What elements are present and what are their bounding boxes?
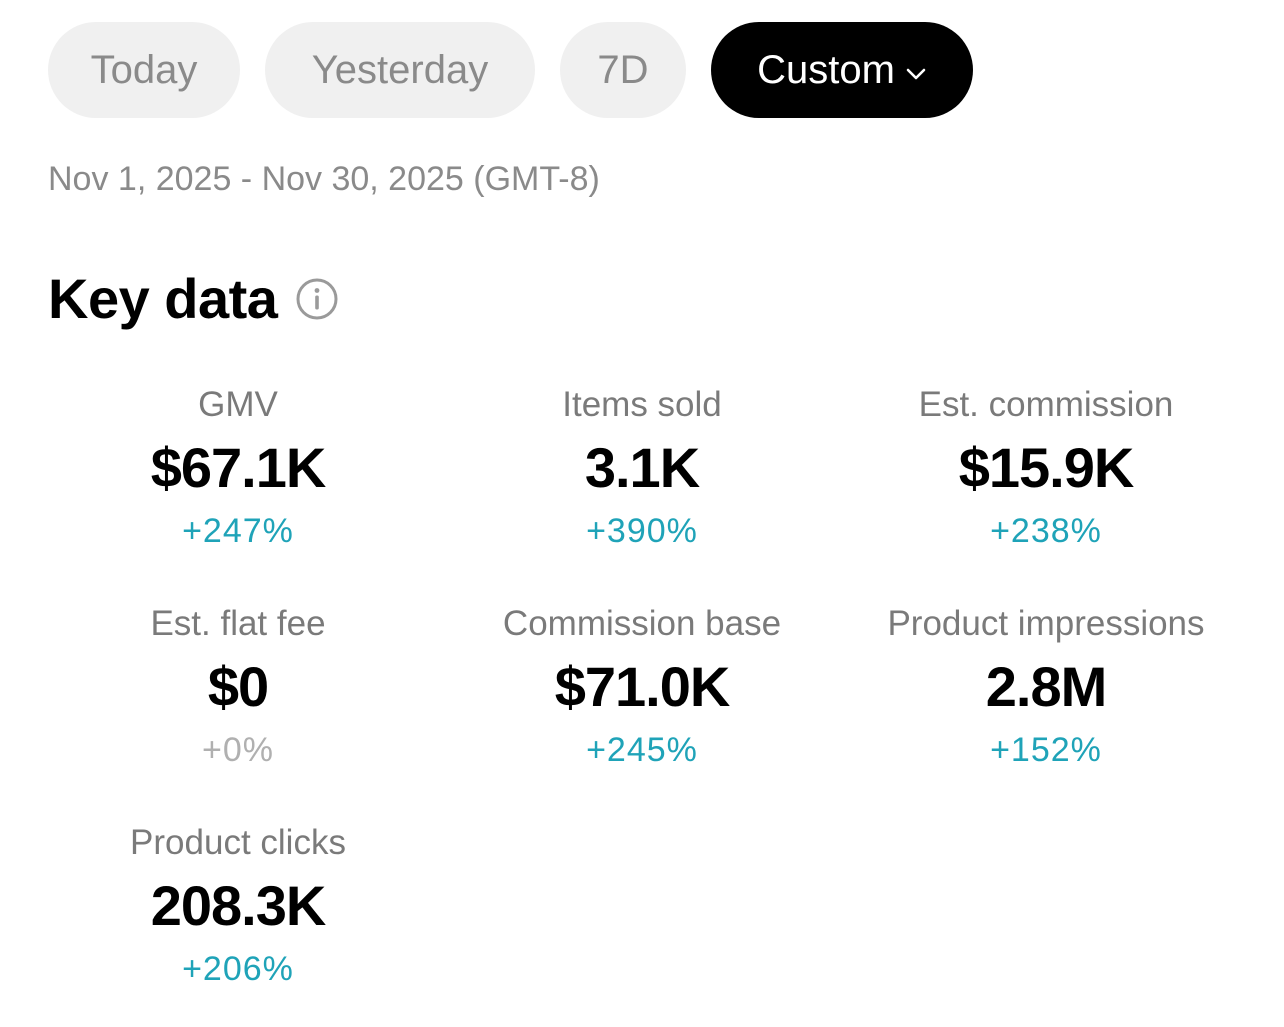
metric-label: Items sold <box>562 385 722 424</box>
metric-commission-base[interactable]: Commission base $71.0K +245% <box>440 604 844 770</box>
metric-label: Est. flat fee <box>150 604 326 643</box>
metric-items-sold[interactable]: Items sold 3.1K +390% <box>440 385 844 551</box>
metric-product-impressions[interactable]: Product impressions 2.8M +152% <box>844 604 1248 770</box>
metric-value: $71.0K <box>554 655 731 718</box>
tab-yesterday[interactable]: Yesterday <box>265 22 535 118</box>
tab-custom[interactable]: Custom <box>711 22 973 118</box>
metric-label: Product impressions <box>887 604 1205 643</box>
metric-change: +0% <box>202 731 274 769</box>
metric-value: $67.1K <box>150 436 327 499</box>
metric-est-commission[interactable]: Est. commission $15.9K +238% <box>844 385 1248 551</box>
metric-change: +390% <box>586 512 698 550</box>
tab-custom-label: Custom <box>757 47 895 92</box>
date-filter-tabs: Today Yesterday 7D Custom <box>48 22 998 118</box>
metric-change: +238% <box>990 512 1102 550</box>
metric-value: $15.9K <box>958 436 1135 499</box>
metric-change: +245% <box>586 731 698 769</box>
tab-today[interactable]: Today <box>48 22 240 118</box>
metric-label: Product clicks <box>130 823 346 862</box>
metric-change: +247% <box>182 512 294 550</box>
metric-value: 208.3K <box>150 874 327 937</box>
tab-7d-label: 7D <box>597 47 649 92</box>
metric-change: +152% <box>990 731 1102 769</box>
tab-today-label: Today <box>90 47 198 92</box>
info-icon[interactable] <box>295 277 339 321</box>
metric-product-clicks[interactable]: Product clicks 208.3K +206% <box>36 823 440 989</box>
date-range-text: Nov 1, 2025 - Nov 30, 2025 (GMT-8) <box>48 160 600 198</box>
tab-yesterday-label: Yesterday <box>311 47 489 92</box>
metric-value: 3.1K <box>584 436 700 499</box>
section-title: Key data <box>48 267 278 330</box>
section-header: Key data <box>48 266 339 331</box>
metric-change: +206% <box>182 950 294 988</box>
metric-label: GMV <box>198 385 278 424</box>
tab-7d[interactable]: 7D <box>560 22 686 118</box>
metric-value: 2.8M <box>985 655 1108 718</box>
metric-label: Est. commission <box>918 385 1174 424</box>
metric-est-flat-fee[interactable]: Est. flat fee $0 +0% <box>36 604 440 770</box>
metric-label: Commission base <box>502 604 782 643</box>
metric-gmv[interactable]: GMV $67.1K +247% <box>36 385 440 551</box>
chevron-down-icon <box>905 46 927 91</box>
metric-value: $0 <box>207 655 269 718</box>
